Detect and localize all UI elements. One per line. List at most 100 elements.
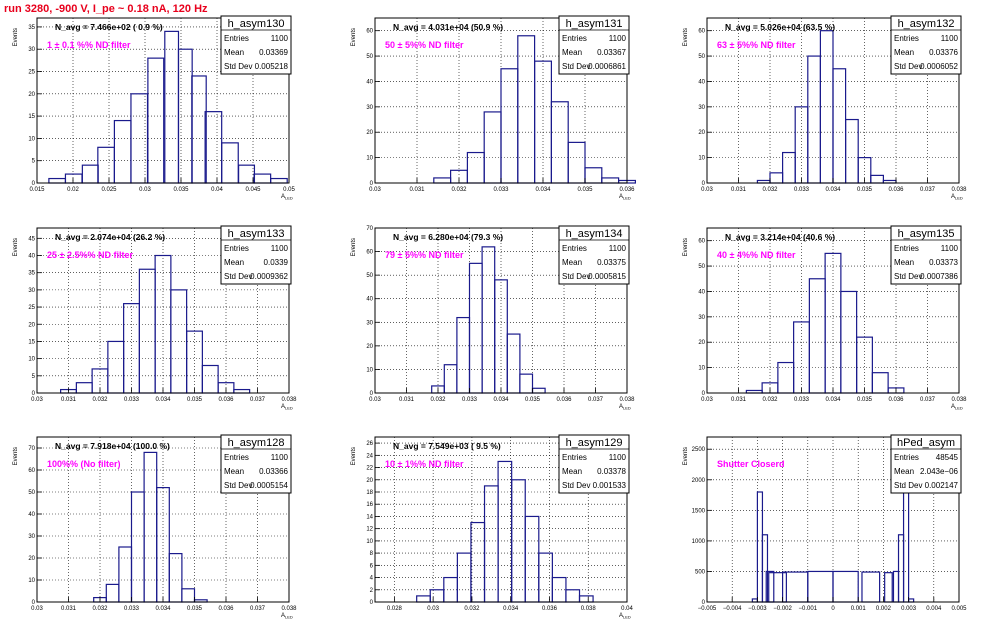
stat-value: 0.03375 — [597, 258, 626, 267]
x-tick-label: 0.032 — [92, 397, 108, 403]
y-tick-label: 30 — [366, 105, 373, 111]
stat-label: Mean — [894, 48, 914, 57]
x-tick-label: 0.034 — [155, 397, 171, 403]
histogram-panel: 0.03 0.031 0.032 0.033 0.034 0.035 0.036 0 10 20 3… — [351, 15, 636, 201]
x-tick-label: 0.037 — [250, 606, 266, 612]
stat-label: Std Dev — [894, 481, 922, 490]
x-tick-label: 0.038 — [281, 397, 297, 403]
stat-value: 0.0339 — [264, 258, 289, 267]
histogram-bin — [567, 141, 586, 184]
histogram-bin — [777, 361, 795, 394]
histogram-name: h_asym134 — [566, 228, 623, 240]
x-tick-label: 0.03 — [701, 397, 713, 403]
y-tick-label: 8 — [370, 551, 374, 557]
y-tick-label: 1500 — [692, 508, 706, 514]
histogram-bin — [533, 60, 552, 184]
histogram-bin — [871, 372, 889, 394]
histogram-bin — [870, 174, 884, 184]
navg-label: N_avg = 7.466e+02 ( 0.9 %) — [55, 22, 163, 32]
histogram-bin — [768, 572, 787, 603]
y-tick-label: 0 — [32, 391, 36, 397]
x-tick-label: 0.035 — [173, 187, 189, 193]
y-tick-label: 0 — [32, 181, 36, 187]
stat-label: Mean — [562, 258, 582, 267]
x-tick-label: 0.035 — [857, 187, 873, 193]
y-tick-label: 1000 — [692, 539, 706, 545]
x-tick-label: 0.034 — [535, 187, 551, 193]
navg-label: N_avg = 7.918e+04 (100.0 %) — [55, 441, 170, 451]
stat-label: Mean — [894, 467, 914, 476]
y-tick-label: 2500 — [692, 447, 706, 453]
y-tick-label: 45 — [28, 236, 35, 242]
filter-label: 63 ± 5%% ND filter — [717, 40, 796, 50]
x-tick-label: 0.036 — [888, 397, 904, 403]
stats-box — [558, 434, 630, 494]
x-tick-label: 0.033 — [124, 606, 140, 612]
stats-box — [220, 15, 292, 75]
stat-value: 0.0007386 — [920, 272, 958, 281]
stat-value: 0.03376 — [929, 48, 958, 57]
x-tick-label: 0.005 — [951, 606, 967, 612]
stat-value: 0.0005154 — [250, 481, 288, 490]
x-tick-label: 0.032 — [92, 606, 108, 612]
y-tick-label: 60 — [366, 250, 373, 256]
x-tick-label: 0.037 — [250, 397, 266, 403]
stat-value: 1100 — [609, 34, 627, 43]
y-tick-label: 35 — [28, 271, 35, 277]
y-tick-label: 60 — [698, 239, 705, 245]
stat-label: Std Dev — [224, 481, 252, 490]
x-tick-label: 0.031 — [409, 187, 425, 193]
x-tick-label: 0.001 — [851, 606, 867, 612]
histogram-bin — [807, 55, 821, 184]
histogram-name: h_asym133 — [228, 228, 285, 240]
histogram-bin — [601, 177, 620, 184]
y-axis-label: Events — [13, 238, 19, 256]
histogram-bin — [186, 330, 203, 394]
histogram-bin — [75, 382, 93, 394]
y-tick-label: 60 — [366, 29, 373, 35]
histogram-bin — [519, 373, 534, 394]
x-axis-label: ALED — [281, 404, 293, 411]
histogram-bin — [483, 485, 499, 603]
stat-value: 0.005218 — [255, 62, 289, 71]
histogram-bin — [483, 111, 502, 184]
y-tick-label: 500 — [695, 569, 706, 575]
histogram-bin — [130, 491, 145, 603]
histogram-bin — [832, 68, 847, 184]
histogram-name: h_asym129 — [566, 437, 623, 449]
y-tick-label: 20 — [366, 344, 373, 350]
histogram-bin — [238, 164, 256, 184]
histogram-bin — [769, 172, 784, 184]
y-tick-label: 0 — [370, 600, 374, 606]
histogram-bin — [113, 119, 132, 184]
y-tick-label: 15 — [28, 339, 35, 345]
x-tick-label: 0.033 — [493, 187, 509, 193]
y-tick-label: 50 — [366, 273, 373, 279]
histogram-bin — [807, 570, 834, 603]
histogram-bin — [201, 364, 219, 394]
x-tick-label: 0.04 — [621, 606, 633, 612]
stat-label: Mean — [224, 467, 244, 476]
x-axis-label: ALED — [281, 613, 293, 620]
x-tick-label: 0.037 — [588, 397, 604, 403]
histogram-bin — [233, 388, 251, 394]
histogram-name: h_asym130 — [228, 18, 285, 30]
x-tick-label: 0.002 — [876, 606, 892, 612]
stat-label: Entries — [562, 244, 587, 253]
y-tick-label: 20 — [28, 322, 35, 328]
histogram-name: h_asym132 — [898, 18, 955, 30]
x-tick-label: −0.004 — [723, 606, 742, 612]
stat-value: 0.002147 — [925, 481, 959, 490]
y-tick-label: 25 — [28, 70, 35, 76]
y-axis-label: Events — [351, 447, 357, 465]
y-tick-label: 22 — [366, 466, 373, 472]
stat-value: 1100 — [609, 453, 627, 462]
stat-label: Std Dev — [562, 62, 590, 71]
stat-value: 0.0006861 — [588, 62, 626, 71]
y-tick-label: 5 — [32, 374, 36, 380]
navg-label: N_avg = 3.214e+04 (40.6 %) — [725, 232, 835, 242]
stat-value: 48545 — [936, 453, 959, 462]
x-tick-label: 0.03 — [369, 187, 381, 193]
run-title: run 3280, -900 V, I_pe ~ 0.18 nA, 120 Hz — [4, 3, 208, 15]
x-tick-label: 0.038 — [281, 606, 297, 612]
